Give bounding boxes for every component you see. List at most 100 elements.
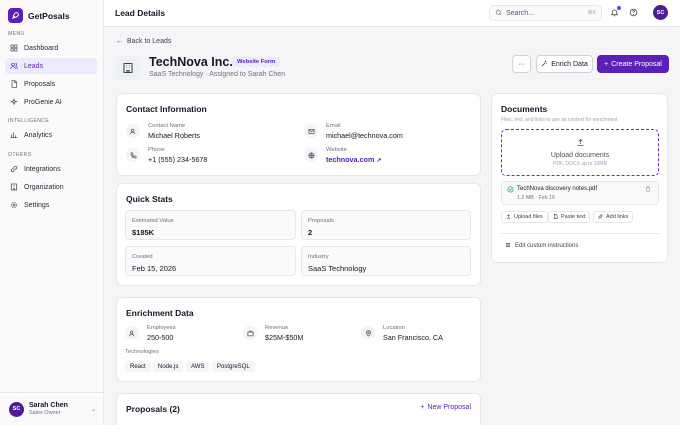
- stat-label: Estimated Value: [132, 218, 174, 224]
- stat-value: $185K: [132, 228, 155, 237]
- upload-files-label: Upload files: [514, 214, 543, 220]
- stat-value: 2: [308, 228, 313, 237]
- stat-label: Created: [132, 254, 153, 260]
- check-circle-icon: [507, 186, 514, 195]
- website-field: Website technova.com ↗: [304, 147, 381, 164]
- location-field: Location San Francisco, CA: [361, 325, 443, 342]
- new-proposal-button[interactable]: + New Proposal: [420, 404, 471, 411]
- card-title: Documents: [501, 104, 548, 114]
- source-badge: Website Form: [232, 57, 281, 67]
- sidebar-item-label: Dashboard: [24, 44, 59, 52]
- more-options-button[interactable]: ···: [512, 55, 531, 73]
- link-icon: [10, 165, 18, 173]
- website-text: technova.com: [326, 155, 375, 164]
- website-link[interactable]: technova.com ↗: [326, 155, 381, 164]
- sidebar-item-label: Organization: [24, 183, 64, 191]
- rocket-logo-icon: [8, 8, 23, 23]
- sidebar-item-leads[interactable]: Leads: [5, 58, 97, 74]
- employees-field: Employees 250-500: [125, 325, 176, 342]
- sidebar-item-label: Proposals: [24, 80, 56, 88]
- field-label: Revenue: [265, 325, 289, 331]
- lead-subline: SaaS Technology · Assigned to Sarah Chen: [149, 71, 286, 78]
- sidebar-item-integrations[interactable]: Integrations: [5, 161, 97, 177]
- brand[interactable]: GetPosals: [8, 8, 70, 23]
- paste-text-label: Paste text: [561, 214, 586, 220]
- new-proposal-label: New Proposal: [427, 404, 471, 411]
- documents-card: Documents Files, text, and links to use …: [491, 93, 668, 263]
- chevron-down-icon[interactable]: ⌄: [90, 407, 96, 413]
- back-label: Back to Leads: [127, 38, 172, 45]
- plus-icon: +: [420, 404, 425, 411]
- header-avatar[interactable]: SC: [653, 5, 668, 20]
- contact-phone[interactable]: +1 (555) 234-5678: [148, 155, 208, 164]
- document-icon: [553, 213, 558, 221]
- sidebar: GetPosals MENU Dashboard Leads Proposals…: [0, 0, 104, 425]
- sidebar-item-dashboard[interactable]: Dashboard: [5, 40, 97, 56]
- link-icon: [598, 213, 603, 221]
- sidebar-item-proposals[interactable]: Proposals: [5, 76, 97, 92]
- upload-icon: [506, 213, 511, 221]
- plus-icon: +: [604, 60, 609, 68]
- upload-icon: [576, 138, 585, 149]
- intelligence-section-label: INTELLIGENCE: [8, 118, 50, 124]
- sidebar-item-organization[interactable]: Organization: [5, 179, 97, 195]
- sidebar-item-analytics[interactable]: Analytics: [5, 127, 97, 143]
- stat-created: Created Feb 15, 2026: [125, 246, 296, 276]
- gear-icon: [10, 201, 18, 209]
- sidebar-item-settings[interactable]: Settings: [5, 197, 97, 213]
- upload-dropzone[interactable]: Upload documents PDF, DOCX up to 10MB: [501, 129, 659, 176]
- edit-custom-instructions-button[interactable]: Edit custom instructions: [505, 242, 578, 250]
- create-proposal-label: Create Proposal: [611, 60, 662, 68]
- document-file-row[interactable]: TechNova discovery notes.pdf 1.2 MB · Fe…: [501, 181, 659, 205]
- enrich-data-label: Enrich Data: [551, 60, 588, 68]
- sidebar-item-progenie-ai[interactable]: ProGenie AI: [5, 94, 97, 110]
- tech-tag: React: [125, 361, 151, 372]
- more-icon: ···: [518, 60, 525, 68]
- add-links-label: Add links: [606, 214, 629, 220]
- phone-field: Phone +1 (555) 234-5678: [126, 147, 207, 164]
- employees-value: 250-500: [147, 333, 174, 342]
- add-links-button[interactable]: Add links: [593, 211, 634, 223]
- tech-tag: PostgreSQL: [212, 361, 255, 372]
- field-label: Contact Name: [148, 123, 186, 129]
- card-title: Quick Stats: [126, 194, 173, 204]
- contact-name: Michael Roberts: [148, 131, 200, 140]
- upload-files-button[interactable]: Upload files: [501, 211, 548, 223]
- file-name: TechNova discovery notes.pdf: [517, 186, 598, 192]
- bell-icon[interactable]: [609, 6, 621, 18]
- notification-dot: [617, 6, 621, 10]
- file-meta: 1.2 MB · Feb 16: [517, 195, 555, 201]
- contact-information-card: Contact Information Contact Name Michael …: [116, 93, 481, 176]
- create-proposal-button[interactable]: + Create Proposal: [597, 55, 669, 73]
- sliders-icon: [505, 242, 511, 250]
- trash-icon[interactable]: [645, 186, 651, 194]
- dashboard-icon: [10, 44, 18, 52]
- sidebar-item-label: Leads: [24, 62, 44, 70]
- search-input[interactable]: Search... ⌘K: [489, 5, 602, 21]
- help-icon[interactable]: [628, 7, 639, 18]
- user-menu[interactable]: SC Sarah Chen Sales Owner ⌄: [0, 392, 104, 425]
- documents-subtitle: Files, text, and links to use as context…: [501, 117, 618, 123]
- email-field: Email michael@technova.com: [304, 123, 403, 140]
- field-label: Phone: [148, 147, 165, 153]
- user-icon: [126, 124, 140, 138]
- globe-icon: [304, 148, 318, 162]
- card-title: Proposals (2): [126, 404, 180, 414]
- external-link-icon: ↗: [376, 158, 382, 164]
- map-pin-icon: [361, 326, 375, 340]
- technologies-label: Technologies: [125, 349, 159, 355]
- users-icon: [125, 326, 139, 340]
- contact-email[interactable]: michael@technova.com: [326, 131, 403, 140]
- custom-instructions-label: Edit custom instructions: [515, 243, 579, 249]
- user-role: Sales Owner: [29, 410, 61, 416]
- upload-title: Upload documents: [550, 152, 610, 159]
- back-to-leads-link[interactable]: ← Back to Leads: [116, 38, 171, 45]
- brand-name: GetPosals: [28, 10, 70, 21]
- sidebar-item-label: ProGenie AI: [24, 98, 62, 106]
- paste-text-button[interactable]: Paste text: [548, 211, 591, 223]
- enrich-data-button[interactable]: Enrich Data: [536, 55, 593, 73]
- chart-icon: [10, 131, 18, 139]
- search-shortcut: ⌘K: [587, 10, 596, 16]
- location-value: San Francisco, CA: [383, 333, 443, 342]
- tech-tag: Node.js: [153, 361, 184, 372]
